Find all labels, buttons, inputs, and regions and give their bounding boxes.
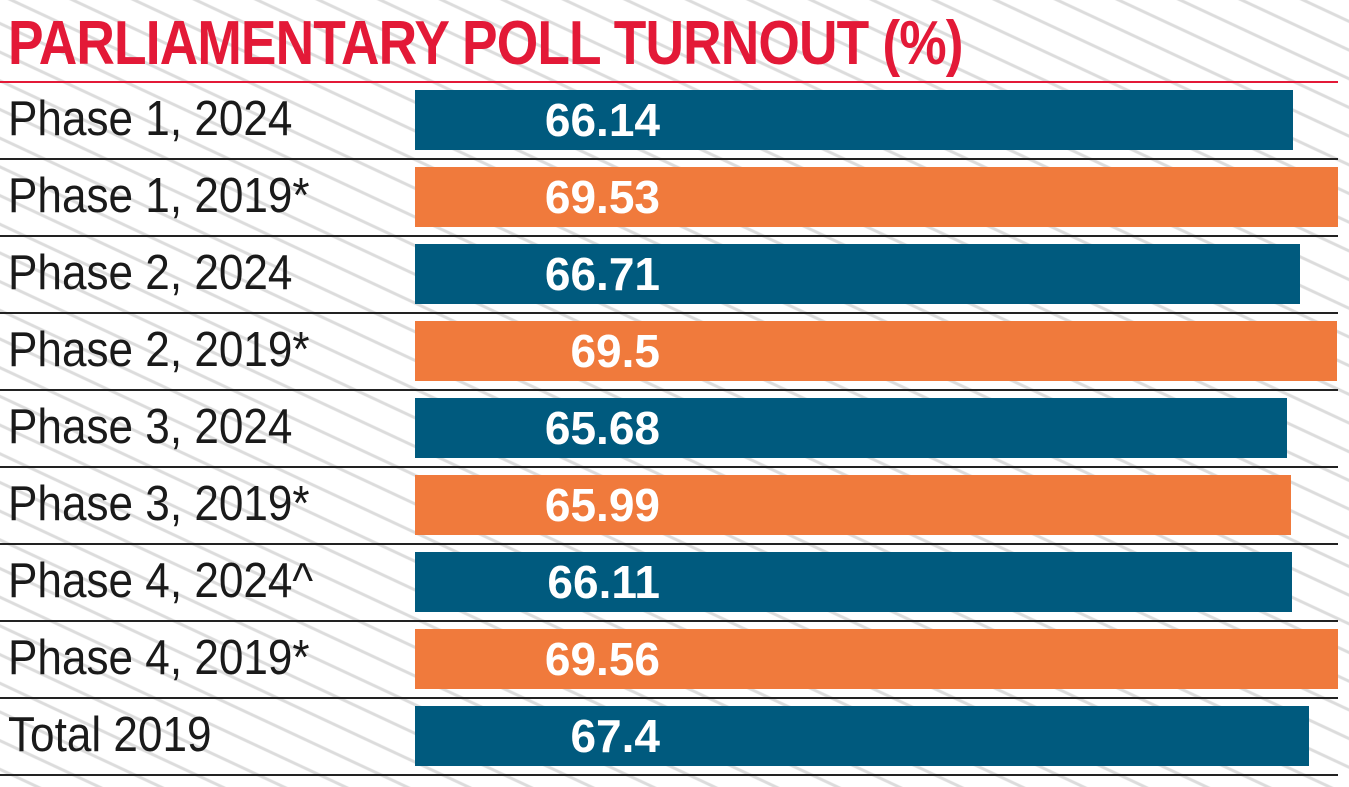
row-divider bbox=[0, 235, 1338, 237]
chart-row: Phase 1, 2019* 69.53 bbox=[0, 160, 1349, 237]
chart-row: Phase 4, 2024^ 66.11 bbox=[0, 545, 1349, 622]
chart-row: Phase 3, 2019* 65.99 bbox=[0, 468, 1349, 545]
bar bbox=[415, 629, 1338, 689]
row-divider bbox=[0, 543, 1338, 545]
chart-row: Phase 4, 2019* 69.56 bbox=[0, 622, 1349, 699]
category-label: Phase 3, 2019* bbox=[8, 477, 310, 531]
data-label: 69.53 bbox=[544, 171, 660, 223]
category-label: Phase 2, 2019* bbox=[8, 323, 310, 377]
row-divider bbox=[0, 620, 1338, 622]
bar bbox=[415, 552, 1293, 612]
row-divider bbox=[0, 312, 1338, 314]
category-label: Phase 3, 2024 bbox=[8, 400, 293, 454]
bar bbox=[415, 321, 1338, 381]
row-divider bbox=[0, 697, 1338, 699]
data-label: 65.99 bbox=[544, 479, 660, 531]
category-label: Phase 1, 2019* bbox=[8, 169, 310, 223]
chart-title: PARLIAMENTARY POLL TURNOUT (%) bbox=[8, 9, 964, 78]
chart-row: Total 2019 67.4 bbox=[0, 699, 1349, 776]
data-label: 67.4 bbox=[570, 710, 660, 762]
category-label: Total 2019 bbox=[8, 708, 212, 762]
data-label: 66.11 bbox=[547, 556, 660, 608]
category-label: Phase 2, 2024 bbox=[8, 246, 293, 300]
row-divider bbox=[0, 158, 1338, 160]
chart-row: Phase 2, 2024 66.71 bbox=[0, 237, 1349, 314]
bar bbox=[415, 244, 1301, 304]
bar bbox=[415, 167, 1338, 227]
bar bbox=[415, 398, 1287, 458]
category-label: Phase 4, 2024^ bbox=[8, 554, 314, 608]
data-label: 69.5 bbox=[570, 325, 660, 377]
data-label: 69.56 bbox=[544, 633, 660, 685]
data-label: 66.14 bbox=[544, 94, 660, 146]
data-label: 66.71 bbox=[544, 248, 660, 300]
row-divider bbox=[0, 774, 1338, 776]
bar bbox=[415, 90, 1293, 150]
row-divider bbox=[0, 389, 1338, 391]
row-divider bbox=[0, 466, 1338, 468]
chart-row: Phase 3, 2024 65.68 bbox=[0, 391, 1349, 468]
bar-chart: Phase 1, 2024 66.14 Phase 1, 2019* 69.53 Pha… bbox=[0, 83, 1349, 776]
bar bbox=[415, 475, 1291, 535]
data-label: 65.68 bbox=[544, 402, 660, 454]
chart-row: Phase 1, 2024 66.14 bbox=[0, 83, 1349, 160]
chart-row: Phase 2, 2019* 69.5 bbox=[0, 314, 1349, 391]
category-label: Phase 4, 2019* bbox=[8, 631, 310, 685]
category-label: Phase 1, 2024 bbox=[8, 92, 293, 146]
title-divider bbox=[0, 81, 1338, 83]
bar bbox=[415, 706, 1310, 766]
